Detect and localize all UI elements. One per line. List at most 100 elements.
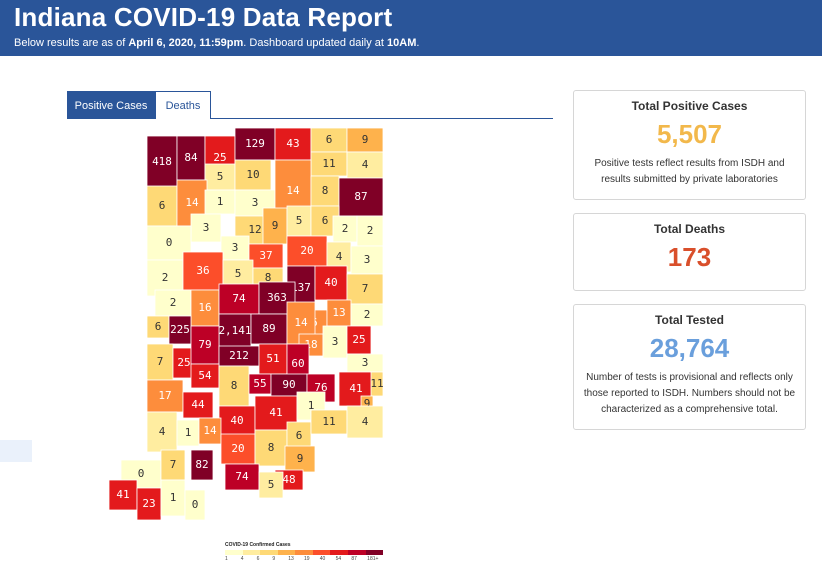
county-shape[interactable] [198, 417, 222, 445]
county-shape[interactable] [136, 487, 162, 521]
county-shape[interactable] [190, 213, 222, 243]
county[interactable]: 2,141 [218, 313, 252, 349]
county-shape[interactable] [222, 259, 254, 289]
county-shape[interactable] [190, 449, 214, 481]
county[interactable]: 11 [310, 151, 348, 177]
county[interactable]: 7 [346, 273, 384, 305]
county[interactable]: 418 [146, 135, 178, 189]
county[interactable]: 0 [184, 489, 206, 521]
county[interactable]: 44 [182, 391, 214, 419]
county[interactable]: 89 [250, 313, 288, 345]
county[interactable]: 2 [350, 303, 384, 327]
county-shape[interactable] [346, 273, 384, 305]
county[interactable]: 87 [338, 177, 384, 217]
county[interactable]: 13 [326, 299, 352, 327]
county-shape[interactable] [176, 135, 206, 181]
county[interactable]: 20 [286, 235, 328, 267]
county[interactable]: 8 [218, 365, 250, 407]
tab-positive-cases[interactable]: Positive Cases [67, 91, 155, 119]
county-shape[interactable] [146, 343, 174, 381]
county-shape[interactable] [182, 391, 214, 419]
county-shape[interactable] [182, 251, 224, 291]
county-shape[interactable] [204, 189, 236, 215]
county-shape[interactable] [190, 289, 220, 327]
county[interactable]: 9 [262, 207, 288, 245]
county[interactable]: 16 [190, 289, 220, 327]
county[interactable]: 5 [204, 163, 236, 191]
county[interactable]: 51 [258, 343, 288, 375]
county[interactable]: 82 [190, 449, 214, 481]
county[interactable]: 3 [322, 325, 348, 359]
county[interactable]: 3 [346, 353, 384, 373]
county[interactable]: 212 [218, 345, 260, 367]
county[interactable]: 41 [108, 479, 138, 511]
county[interactable]: 37 [248, 243, 284, 269]
county[interactable]: 2 [154, 289, 192, 317]
county[interactable]: 90 [270, 373, 308, 397]
county-shape[interactable] [284, 445, 316, 473]
county[interactable]: 74 [218, 283, 260, 315]
county[interactable]: 6 [310, 128, 348, 153]
county[interactable]: 25 [346, 325, 372, 355]
county-shape[interactable] [286, 421, 312, 451]
county[interactable]: 6 [146, 185, 178, 227]
county[interactable]: 9 [346, 128, 384, 153]
county[interactable]: 4 [146, 411, 178, 453]
county-shape[interactable] [332, 215, 358, 243]
county-shape[interactable] [146, 411, 178, 453]
county-shape[interactable] [326, 299, 352, 327]
county-shape[interactable] [356, 215, 384, 247]
county-shape[interactable] [154, 289, 192, 317]
side-panel-tab[interactable] [0, 440, 32, 462]
county-shape[interactable] [338, 177, 384, 217]
county-shape[interactable] [190, 363, 220, 389]
county[interactable]: 10 [234, 159, 272, 191]
county-shape[interactable] [220, 433, 256, 465]
county[interactable]: 40 [218, 405, 256, 437]
county-shape[interactable] [108, 479, 138, 511]
county[interactable]: 43 [274, 128, 312, 161]
county[interactable]: 40 [314, 265, 348, 301]
county-shape[interactable] [274, 128, 312, 161]
county-shape[interactable] [234, 159, 272, 191]
county[interactable]: 36 [182, 251, 224, 291]
county-shape[interactable] [160, 479, 186, 517]
county[interactable]: 84 [176, 135, 206, 181]
county-shape[interactable] [250, 313, 288, 345]
county[interactable]: 1 [160, 479, 186, 517]
county-shape[interactable] [190, 325, 220, 365]
county-shape[interactable] [286, 235, 328, 267]
county[interactable]: 4 [346, 151, 384, 179]
county[interactable]: 25 [172, 347, 196, 379]
county[interactable]: 17 [146, 379, 184, 413]
county[interactable]: 225 [168, 315, 192, 345]
county-shape[interactable] [184, 489, 206, 521]
county-shape[interactable] [218, 365, 250, 407]
county[interactable]: 2 [356, 215, 384, 247]
county[interactable]: 3 [350, 245, 384, 275]
county[interactable]: 2 [332, 215, 358, 243]
county-shape[interactable] [258, 343, 288, 375]
county[interactable]: 74 [224, 463, 260, 491]
county[interactable]: 8 [310, 175, 340, 207]
county[interactable]: 3 [220, 235, 250, 261]
county[interactable]: 3 [190, 213, 222, 243]
county[interactable]: 5 [258, 471, 284, 499]
county[interactable]: 14 [198, 417, 222, 445]
county[interactable]: 4 [346, 405, 384, 439]
county-shape[interactable] [258, 471, 284, 499]
county-shape[interactable] [146, 135, 178, 189]
county[interactable]: 23 [136, 487, 162, 521]
county[interactable]: 6 [146, 315, 170, 339]
county-shape[interactable] [254, 429, 288, 467]
county[interactable]: 7 [146, 343, 174, 381]
county[interactable]: 6 [286, 421, 312, 451]
county-shape[interactable] [262, 207, 288, 245]
county-shape[interactable] [346, 151, 384, 179]
county-shape[interactable] [346, 405, 384, 439]
county-shape[interactable] [286, 205, 312, 237]
county[interactable]: 7 [160, 449, 186, 481]
county[interactable]: 11 [310, 409, 348, 435]
tab-deaths[interactable]: Deaths [155, 91, 211, 119]
